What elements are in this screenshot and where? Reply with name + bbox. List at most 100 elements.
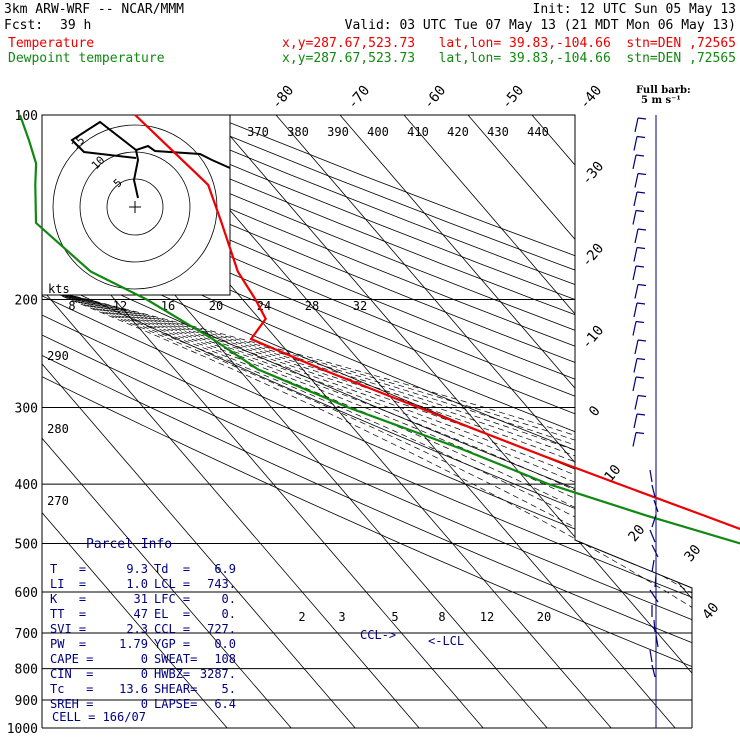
mixing-ratio-label: 20	[209, 299, 223, 313]
moist-adiabat-line	[42, 222, 692, 728]
parcel-value: 2.3	[126, 622, 148, 636]
parcel-label: LCL =	[154, 577, 191, 591]
wind-barb	[637, 228, 647, 231]
parcel-label: Tc =	[50, 682, 94, 696]
isotherm-tick-label: 0	[586, 403, 604, 420]
dry-adiabat-line	[42, 115, 692, 728]
mixing-ratio-label: 32	[353, 299, 367, 313]
parcel-value: 0.	[221, 592, 236, 606]
isotherm-tick-label: -60	[421, 83, 450, 113]
isotherm-line	[42, 115, 356, 728]
dry-adiabat-line	[42, 115, 692, 728]
theta-e-label: 390	[327, 125, 349, 139]
parcel-label: SHEAR=	[154, 682, 198, 696]
dewpoint-legend-label: Dewpoint temperature	[8, 51, 165, 66]
parcel-value: 0	[140, 697, 148, 711]
parcel-label: CAPE =	[50, 652, 94, 666]
dry-adiabat-line	[42, 115, 692, 728]
parcel-label: TT =	[50, 607, 87, 621]
parcel-label: T =	[50, 562, 87, 576]
theta-e-label: 430	[487, 125, 509, 139]
isotherm-tick-label: 30	[681, 542, 704, 565]
dry-adiabat-line	[42, 115, 692, 728]
wind-barb	[633, 136, 638, 151]
mixing-ratio-label: 20	[537, 610, 551, 624]
mixing-ratio-label: 16	[161, 299, 175, 313]
wind-barb	[632, 376, 637, 392]
isotherm-tick-label: -50	[499, 83, 528, 113]
theta-e-label: 380	[287, 125, 309, 139]
parcel-value: 13.6	[119, 682, 148, 696]
parcel-value: 47	[133, 607, 148, 621]
parcel-value: 6.4	[214, 697, 236, 711]
mixing-ratio-label: 12	[113, 299, 127, 313]
wind-barb	[635, 376, 645, 379]
parcel-label: EL =	[154, 607, 191, 621]
wind-barb	[634, 228, 639, 244]
hodograph-axis-label: kts	[48, 282, 70, 296]
isotherm-tick-label: 40	[699, 600, 722, 623]
wind-barb	[651, 484, 656, 498]
wind-barb	[632, 154, 637, 170]
wind-barb	[637, 117, 647, 120]
parcel-value: 0	[140, 667, 148, 681]
wind-barb	[636, 357, 646, 361]
mixing-ratio-lines	[725, 592, 740, 728]
barb-legend-line1: Full barb:	[636, 85, 691, 96]
dry-adiabat-line	[42, 115, 692, 728]
mixing-ratio-label: 2	[298, 610, 305, 624]
parcel-label: PW =	[50, 637, 87, 651]
pressure-tick-label: 500	[15, 537, 38, 552]
wind-barb	[635, 209, 645, 213]
dry-adiabat-line	[42, 115, 692, 728]
mixing-ratio-label: 5	[391, 610, 398, 624]
isotherm-tick-label: -10	[579, 323, 608, 353]
moist-adiabat-line	[42, 222, 692, 728]
parcel-value: 0.0	[214, 637, 236, 651]
parcel-label: SREH =	[50, 697, 94, 711]
pressure-tick-label: 400	[15, 478, 38, 493]
isotherm-tick-label: -20	[579, 241, 608, 271]
mixing-ratio-label: 3	[338, 610, 345, 624]
theta-e-label: 420	[447, 125, 469, 139]
wind-barb	[634, 339, 639, 355]
wind-barb	[637, 339, 647, 342]
mixing-ratio-line	[725, 592, 740, 728]
temperature-profile	[134, 114, 740, 531]
parcel-label: YGP =	[154, 637, 191, 651]
wind-barb	[636, 413, 646, 416]
parcel-value: 9.3	[126, 562, 148, 576]
pressure-tick-label: 600	[15, 586, 38, 601]
wind-barb	[635, 265, 645, 268]
dewpoint-profile	[18, 114, 740, 545]
pressure-tick-label: 1000	[7, 722, 38, 737]
wind-barb	[633, 247, 638, 262]
isotherm-line	[42, 115, 420, 728]
parcel-value: 727.	[207, 622, 236, 636]
wind-barb	[633, 358, 638, 373]
wind-barb	[635, 431, 645, 435]
parcel-value: 0	[140, 652, 148, 666]
dry-adiabat-line	[42, 115, 692, 728]
wind-barbs	[632, 117, 659, 678]
parcel-value: 6.9	[214, 562, 236, 576]
wind-barb	[636, 246, 646, 250]
forecast-label: Fcst:	[4, 18, 44, 33]
mixing-ratio-label: 12	[480, 610, 494, 624]
hodograph-trace	[132, 144, 231, 199]
wind-barb	[636, 135, 646, 139]
wind-barb	[649, 529, 656, 543]
wind-barb	[635, 154, 645, 157]
isotherm-line	[42, 115, 292, 728]
wind-barb	[636, 191, 646, 194]
wind-barb	[655, 634, 659, 648]
isotherm-line	[724, 115, 740, 728]
wind-barb	[637, 172, 647, 176]
dry-adiabat-line	[42, 115, 692, 728]
pressure-tick-label: 200	[15, 294, 38, 309]
pressure-tick-label: 300	[15, 401, 38, 416]
wind-barb	[634, 284, 639, 299]
wind-barb	[653, 499, 659, 513]
